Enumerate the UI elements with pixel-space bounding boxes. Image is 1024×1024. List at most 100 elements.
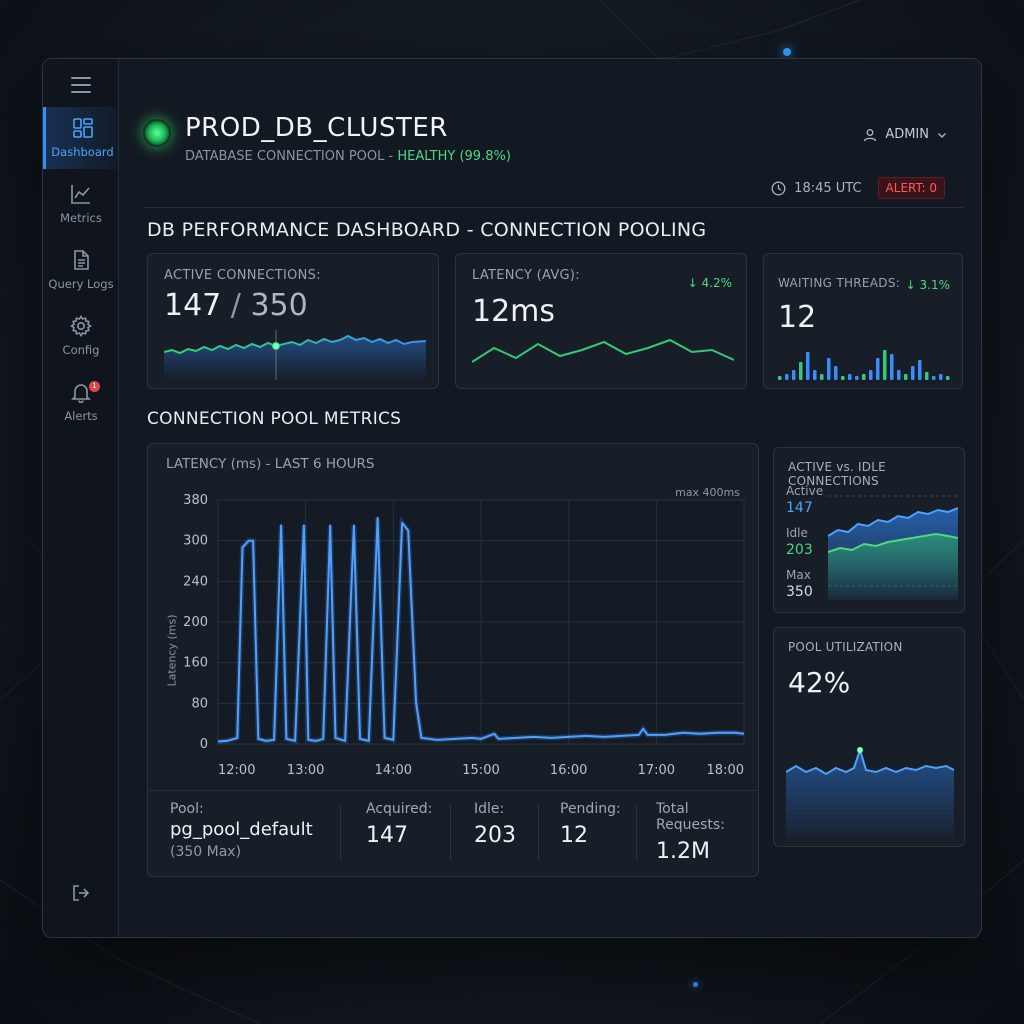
kpi-label: WAITING THREADS: (778, 276, 901, 290)
sparkline-bar (862, 374, 866, 380)
sparkline-bar (897, 370, 901, 380)
card-title: POOL UTILIZATION (788, 640, 903, 654)
y-tick-label: 200 (183, 615, 208, 630)
latency-chart-card: LATENCY (ms) - LAST 6 HOURS max 400ms La… (147, 443, 759, 877)
kpi-delta: ↓ 3.1% (905, 278, 950, 292)
stat-value: 203 (474, 823, 516, 848)
gear-icon (70, 315, 92, 337)
card-title: ACTIVE vs. IDLE CONNECTIONS (788, 460, 886, 488)
y-tick-label: 0 (200, 737, 208, 752)
separator: / (221, 288, 251, 323)
y-tick-label: 160 (183, 656, 208, 671)
hamburger-menu-icon[interactable] (71, 77, 91, 93)
sidebar: Dashboard Metrics Query Logs Config (43, 59, 119, 937)
legend-idle-value: 203 (786, 542, 813, 558)
sparkline-bar (904, 374, 908, 380)
x-tick-label: 18:00 (707, 763, 744, 778)
sparkline-bar (799, 362, 803, 380)
alert-badge: 1 (89, 381, 100, 392)
stat-label: Total Requests: (656, 801, 725, 833)
sparkline-bar (848, 374, 852, 380)
kpi-delta: ↓ 4.2% (687, 276, 732, 290)
sidebar-item-label: Dashboard (51, 145, 114, 159)
clock-icon (771, 181, 786, 195)
stat-pending: Pending: 12 (560, 801, 621, 848)
health-status-indicator (143, 119, 171, 147)
user-icon (864, 128, 877, 141)
kpi-latency: LATENCY (AVG): ↓ 4.2% 12ms (455, 253, 747, 389)
stat-label: Idle: (474, 801, 505, 817)
latency-series-line (217, 516, 745, 743)
user-menu[interactable]: ADMIN (863, 127, 947, 142)
legend-max-value: 350 (786, 584, 813, 600)
active-idle-card: ACTIVE vs. IDLE CONNECTIONS Active 147 I… (773, 447, 965, 613)
x-tick-label: 17:00 (638, 763, 675, 778)
sidebar-item-label: Query Logs (48, 277, 114, 291)
active-idle-area-chart (828, 495, 958, 600)
y-tick-label: 80 (191, 696, 208, 711)
document-icon (74, 250, 89, 270)
kpi-active-connections: ACTIVE CONNECTIONS: 147 / 350 (147, 253, 439, 389)
y-tick-label: 380 (183, 493, 208, 508)
sidebar-item-metrics[interactable]: Metrics (43, 173, 119, 235)
sparkline-bar (827, 358, 831, 380)
sparkline-bar (911, 366, 915, 380)
kpi-label: ACTIVE CONNECTIONS: (164, 268, 321, 283)
dashboard-title: DB PERFORMANCE DASHBOARD - CONNECTION PO… (147, 219, 707, 241)
sparkline-bar (778, 376, 782, 380)
kpi-label: LATENCY (AVG): (472, 268, 580, 283)
y-tick-label: 300 (183, 534, 208, 549)
username: ADMIN (885, 127, 929, 142)
x-tick-label: 13:00 (287, 763, 324, 778)
sidebar-item-alerts[interactable]: 1 Alerts (43, 371, 119, 433)
x-tick-label: 16:00 (550, 763, 587, 778)
total-count: 350 (250, 288, 308, 323)
sidebar-item-dashboard[interactable]: Dashboard (43, 107, 119, 169)
subtitle-prefix: DATABASE CONNECTION POOL - (185, 149, 398, 164)
sidebar-item-label: Alerts (64, 409, 98, 423)
kpi-value: 12 (778, 300, 817, 335)
dashboard-icon (72, 118, 93, 138)
bell-icon (71, 384, 91, 403)
cluster-subtitle: DATABASE CONNECTION POOL - HEALTHY (99.8… (185, 149, 511, 164)
sidebar-item-query-logs[interactable]: Query Logs (43, 239, 119, 301)
glow-dot (693, 982, 698, 987)
sparkline-bar (841, 376, 845, 380)
legend-idle-label: Idle (786, 526, 808, 540)
active-count: 147 (164, 288, 222, 323)
logout-icon[interactable] (71, 883, 91, 907)
stat-value: 12 (560, 823, 588, 848)
page-header: PROD_DB_CLUSTER DATABASE CONNECTION POOL… (143, 109, 963, 199)
sparkline-bar (785, 374, 789, 380)
glow-dot (783, 48, 791, 56)
sidebar-item-config[interactable]: Config (43, 305, 119, 367)
chart-max-note: max 400ms (675, 486, 740, 499)
legend-max-label: Max (786, 568, 811, 582)
sparkline-bar (946, 376, 950, 380)
latency-sparkline (472, 338, 734, 363)
stat-divider (450, 805, 451, 861)
sparkline-bar (925, 372, 929, 380)
alert-count-badge[interactable]: ALERT: 0 (877, 177, 945, 199)
stat-acquired: Acquired: 147 (366, 801, 432, 848)
active-connections-sparkline (164, 330, 426, 380)
pool-utilization-value: 42% (788, 666, 851, 699)
stat-pool: Pool: pg_pool_default (350 Max) (170, 801, 313, 860)
app-window: Dashboard Metrics Query Logs Config (42, 58, 982, 938)
sparkline-bar (939, 374, 943, 380)
stat-label: Acquired: (366, 801, 433, 817)
status-row: 18:45 UTC ALERT: 0 (771, 177, 945, 199)
pool-name: pg_pool_default (170, 819, 313, 840)
chevron-down-icon (938, 132, 946, 138)
stat-idle: Idle: 203 (474, 801, 516, 848)
waiting-threads-bar-sparkline (778, 350, 950, 380)
chart-title: LATENCY (ms) - LAST 6 HOURS (166, 456, 375, 472)
kpi-value: 12ms (472, 294, 556, 329)
cluster-title: PROD_DB_CLUSTER (185, 113, 448, 143)
stat-total-requests: Total Requests: 1.2M (656, 801, 758, 864)
pool-utilization-card: POOL UTILIZATION 42% (773, 627, 965, 847)
sparkline-bar (890, 354, 894, 380)
sparkline-bar (834, 366, 838, 380)
x-tick-label: 14:00 (375, 763, 412, 778)
sparkline-bar (792, 370, 796, 380)
